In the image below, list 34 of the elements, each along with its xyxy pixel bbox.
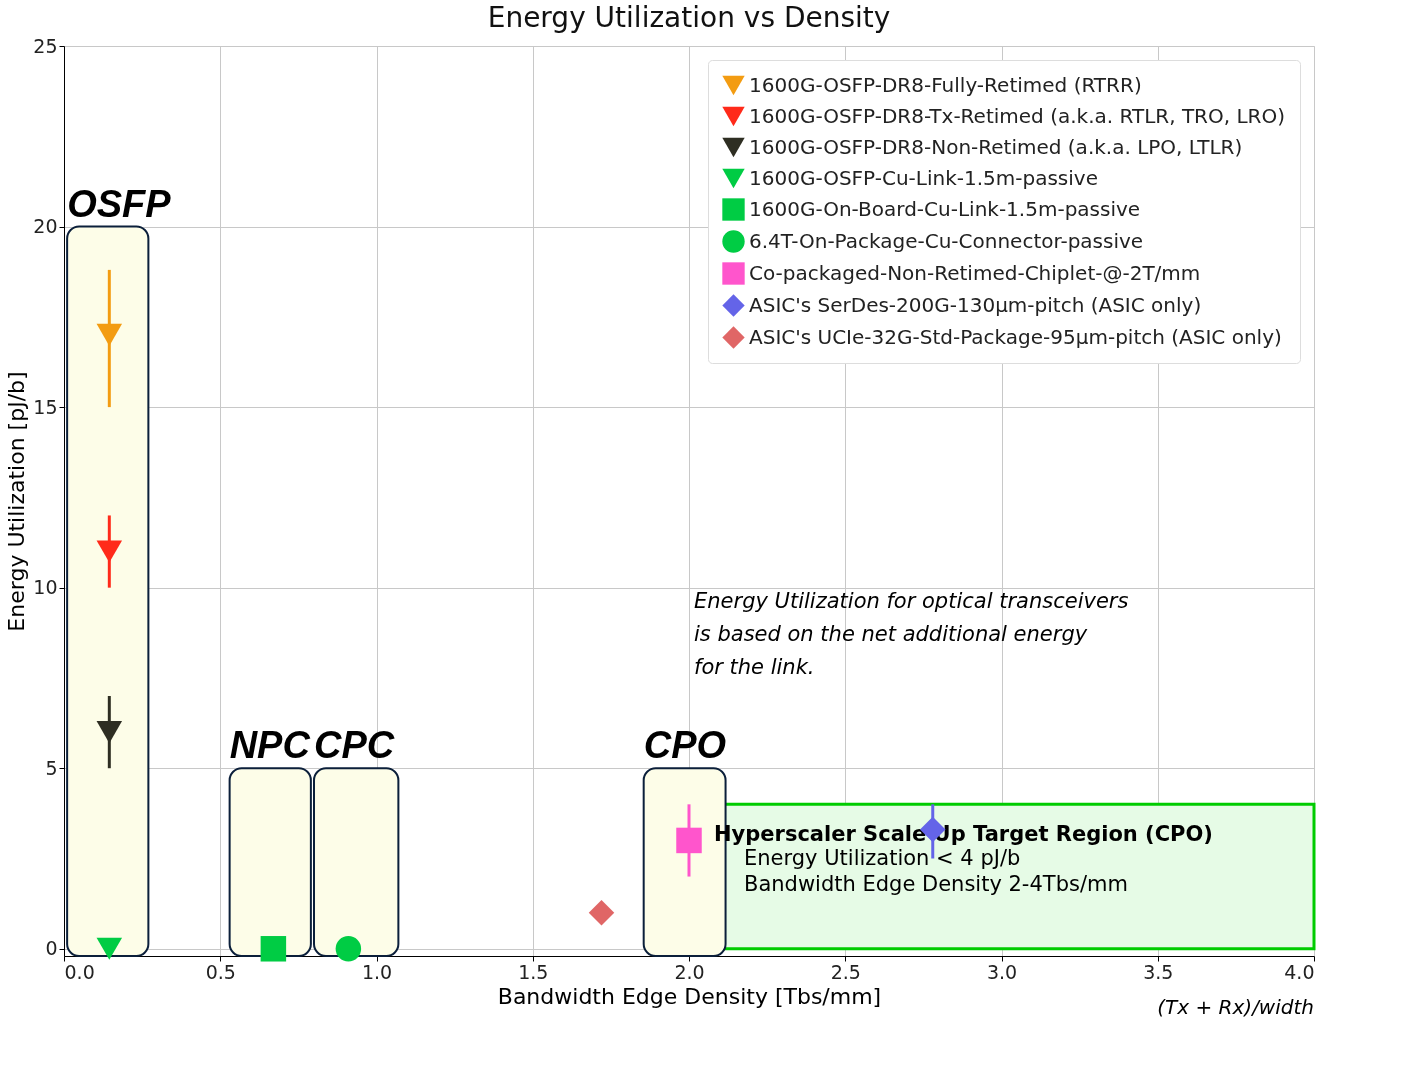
legend-label: 1600G-OSFP-DR8-Non-Retimed (a.k.a. LPO, LTLR) — [749, 134, 1243, 159]
y-tick-label: 20 — [33, 215, 58, 238]
band-label: NPC — [229, 724, 311, 767]
y-tick-label: 10 — [33, 576, 58, 599]
x-tick-label: 2.0 — [674, 960, 705, 983]
x-tick-label: 1.5 — [518, 960, 549, 983]
x-tick-label: 0.5 — [205, 960, 236, 983]
legend-label: ASIC's UCIe-32G-Std-Package-95µm-pitch (ASIC only) — [749, 324, 1282, 349]
x-tick-label: 1.0 — [361, 960, 393, 983]
chart-title: Energy Utilization vs Density — [487, 1, 891, 34]
legend-label: 1600G-OSFP-DR8-Tx-Retimed (a.k.a. RTLR, TRO, LRO) — [749, 103, 1286, 128]
legend-label: 1600G-OSFP-Cu-Link-1.5m-passive — [749, 165, 1098, 190]
y-tick-label: 15 — [33, 395, 58, 418]
band-label: CPO — [643, 724, 727, 767]
x-tick-label: 0.0 — [64, 960, 95, 983]
x-tick-label: 4.0 — [1284, 960, 1315, 983]
text: (Tx + Rx)/width — [1157, 995, 1314, 1019]
x-axis-title: Bandwidth Edge Density [Tbs/mm] — [497, 983, 882, 1009]
legend-label: 1600G-OSFP-DR8-Fully-Retimed (RTRR) — [749, 72, 1142, 97]
band-label: CPC — [314, 724, 395, 767]
y-axis-title: Energy Utilization [pJ/b] — [4, 371, 30, 632]
x-tick-label: 2.5 — [830, 960, 861, 983]
x-tick-label: 3.5 — [1143, 960, 1174, 983]
y-tick-label: 0 — [45, 937, 58, 960]
legend-label: ASIC's SerDes-200G-130µm-pitch (ASIC only) — [749, 292, 1202, 317]
x-tick-label: 3.0 — [986, 960, 1018, 983]
annotation: Energy Utilization < 4 pJ/b Bandwidth Edge Density 2-4Tbs/mm — [744, 846, 1128, 897]
annotation: Energy Utilization for optical transceivers is based on the net additional energy for the link. — [694, 589, 1129, 679]
y-tick-label: 25 — [33, 34, 58, 57]
y-tick-label: 5 — [45, 756, 58, 779]
legend-label: 6.4T-On-Package-Cu-Connector-passive — [749, 228, 1144, 253]
legend-label: Co-packaged-Non-Retimed-Chiplet-@-2T/mm — [749, 260, 1201, 285]
legend-label: 1600G-On-Board-Cu-Link-1.5m-passive — [749, 196, 1141, 221]
band-label: OSFP — [67, 182, 172, 225]
